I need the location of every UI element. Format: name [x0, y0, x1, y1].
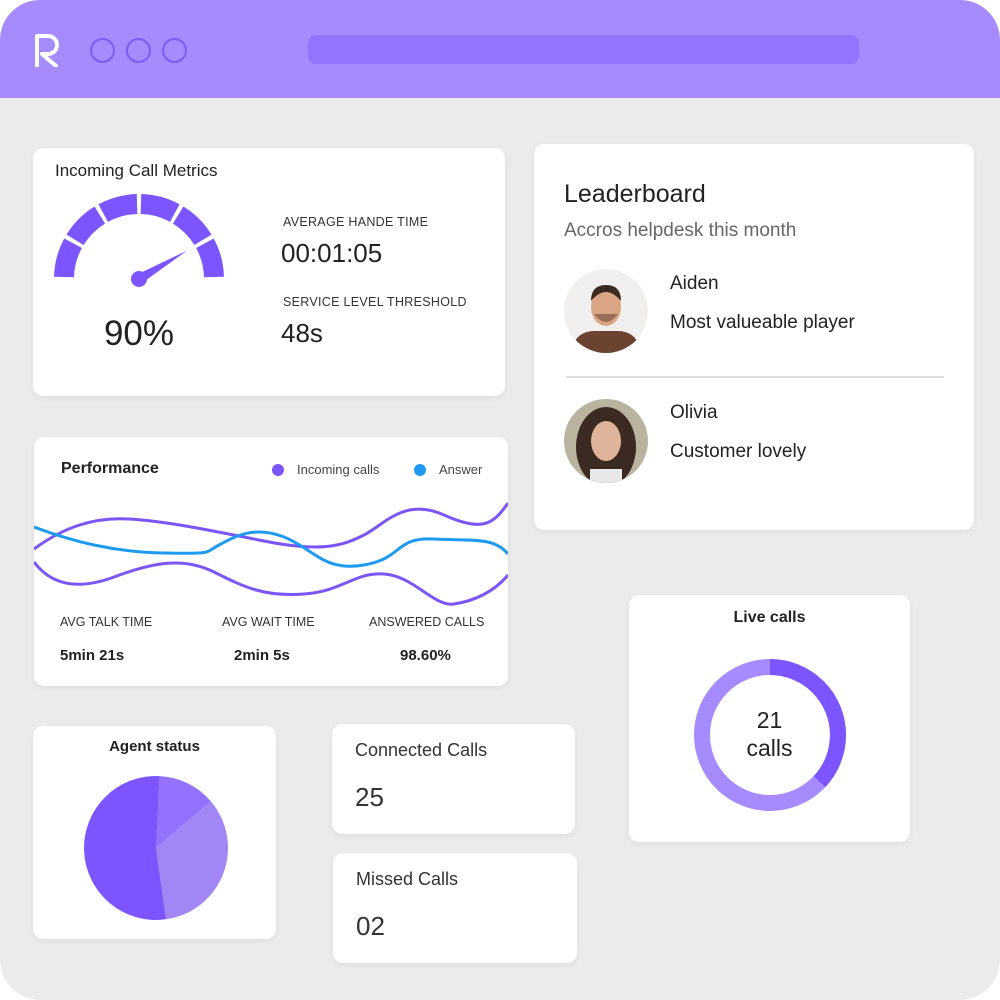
leaderboard-subtitle: Accros helpdesk this month [564, 220, 797, 241]
avatar [564, 269, 648, 353]
live-calls-count: 21 [756, 707, 783, 733]
incoming-line-2 [34, 561, 508, 606]
pie-slice [156, 776, 211, 848]
window-control-1[interactable] [90, 38, 115, 63]
stat-label: ANSWERED CALLS [369, 615, 485, 629]
agent-status-pie [84, 776, 228, 920]
stat-label: AVG WAIT TIME [222, 615, 315, 629]
performance-card: Performance Incoming calls Answer AVG TA… [34, 437, 508, 686]
gauge-segment [172, 206, 212, 246]
gauge-segment [54, 238, 82, 278]
donut-live [694, 659, 846, 811]
missed-calls-label: Missed Calls [356, 869, 459, 889]
browser-header [0, 0, 1000, 98]
gauge-hub [131, 271, 147, 287]
gauge-needle [136, 250, 188, 283]
incoming-call-metrics-card: Incoming Call Metrics 90% AVERAGE HANDE … [33, 148, 505, 396]
leaderboard-card: Leaderboard Accros helpdesk this month A… [534, 144, 974, 530]
legend-answer: Answer [439, 462, 483, 477]
gauge-segment [140, 194, 180, 222]
stat-value: 5min 21s [60, 647, 125, 664]
connected-calls-label: Connected Calls [355, 740, 488, 760]
live-calls-unit: calls [746, 735, 793, 761]
divider [566, 376, 944, 378]
legend-incoming: Incoming calls [297, 462, 380, 477]
gauge [54, 194, 224, 287]
agent-status-card: Agent status [33, 726, 276, 939]
leader-award: Customer lovely [670, 441, 807, 462]
gauge-segment [66, 206, 106, 246]
live-calls-card: Live calls 21 calls [629, 595, 910, 842]
live-calls-title: Live calls [733, 609, 806, 626]
stat-value: 98.60% [400, 647, 451, 664]
avg-handle-time-value: 00:01:05 [281, 238, 383, 268]
leaderboard-title: Leaderboard [564, 180, 706, 208]
avatar [564, 399, 648, 483]
gauge-percent: 90% [103, 314, 175, 353]
missed-calls-value: 02 [356, 911, 385, 941]
gauge-segment [98, 194, 138, 222]
window-control-3[interactable] [162, 38, 187, 63]
live-calls-donut [694, 659, 846, 811]
performance-title: Performance [61, 460, 159, 477]
connected-calls-value: 25 [355, 782, 384, 812]
incoming-line-1 [34, 502, 508, 551]
pie-slice [84, 776, 166, 920]
leader-name: Olivia [670, 402, 718, 423]
stat-value: 2min 5s [234, 647, 290, 664]
performance-chart [34, 502, 508, 606]
leader-name: Aiden [670, 273, 719, 294]
window-control-2[interactable] [126, 38, 151, 63]
service-level-value: 48s [281, 318, 323, 348]
card-title: Incoming Call Metrics [55, 161, 218, 180]
avg-handle-time-label: AVERAGE HANDE TIME [283, 215, 429, 229]
stat-label: AVG TALK TIME [60, 615, 153, 629]
answer-line [34, 525, 508, 568]
address-bar[interactable] [308, 35, 859, 64]
leader-award: Most valueable player [670, 312, 855, 333]
missed-calls-card: Missed Calls 02 [333, 853, 577, 963]
service-level-label: SERVICE LEVEL THRESHOLD [283, 295, 467, 309]
connected-calls-card: Connected Calls 25 [332, 724, 575, 834]
legend-dot-incoming [272, 464, 284, 476]
pie-slice [156, 801, 228, 920]
legend-dot-answer [414, 464, 426, 476]
logo-icon [35, 34, 59, 67]
gauge-segment [196, 238, 224, 278]
agent-status-title: Agent status [109, 738, 200, 755]
